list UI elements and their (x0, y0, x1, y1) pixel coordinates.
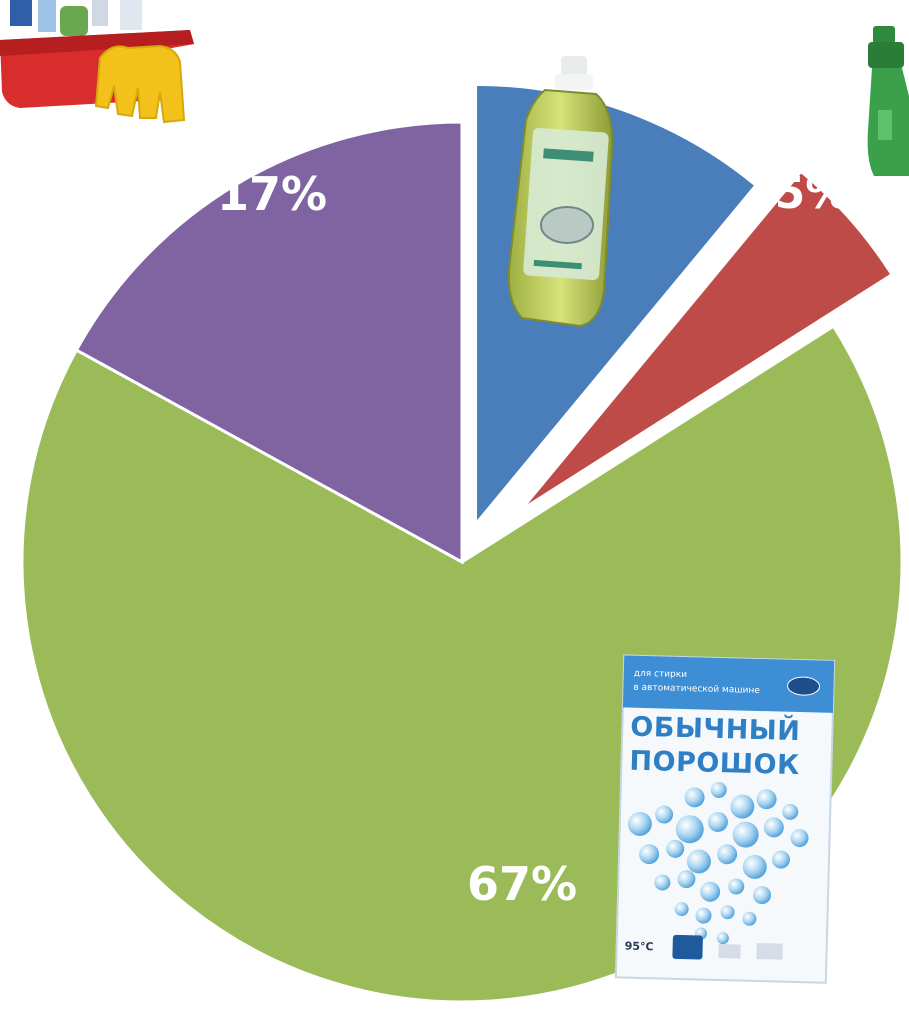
bubble (717, 844, 738, 865)
bubble (782, 803, 799, 820)
cleaning-bucket-icon (0, 0, 194, 124)
slice-label-11: 11% (627, 53, 737, 107)
bubble (675, 815, 704, 844)
bubble (763, 817, 784, 838)
slice-label-67: 67% (467, 857, 577, 911)
bubble (686, 849, 711, 874)
slice-label-17: 17% (217, 167, 327, 221)
bubble (753, 886, 772, 905)
powder-box-title-line2: ПОРОШОК (629, 746, 800, 781)
powder-bubbles (627, 781, 809, 945)
bubble (627, 811, 652, 836)
pie-slice-5 (519, 169, 895, 512)
bubble (684, 787, 705, 808)
bubble (655, 805, 674, 824)
bubble (654, 874, 671, 891)
bubble (730, 794, 755, 819)
bubble (710, 781, 727, 798)
dish-soap-bottle-icon (507, 56, 614, 328)
washing-powder-box-icon: для стирки в автоматической машине ОБЫЧН… (614, 654, 836, 984)
powder-box-temp: 95°C (624, 940, 653, 954)
bubble (716, 932, 729, 945)
bubble (742, 854, 767, 879)
bubble (732, 821, 759, 848)
bubble (707, 811, 728, 832)
svg-text:в автоматической машине: в автоматической машине (633, 683, 760, 696)
pie-slice-17 (74, 120, 464, 565)
bubble (742, 911, 757, 926)
bubble (677, 870, 696, 889)
bubble (666, 839, 685, 858)
bubble (728, 878, 745, 895)
svg-text:для стирки: для стирки (634, 669, 688, 680)
pie-labels: 11% 5% 67% 17% (217, 53, 849, 911)
bubble (695, 907, 712, 924)
bubble (674, 902, 689, 917)
bubble (756, 789, 777, 810)
bubble (771, 850, 790, 869)
bubble (790, 829, 809, 848)
powder-box-title-line1: ОБЫЧНЫЙ (630, 711, 801, 747)
bubble (720, 905, 735, 920)
bubble (700, 881, 721, 902)
bubble (639, 844, 660, 865)
green-spray-bottle-icon (867, 26, 909, 176)
slice-label-5: 5% (775, 168, 850, 219)
